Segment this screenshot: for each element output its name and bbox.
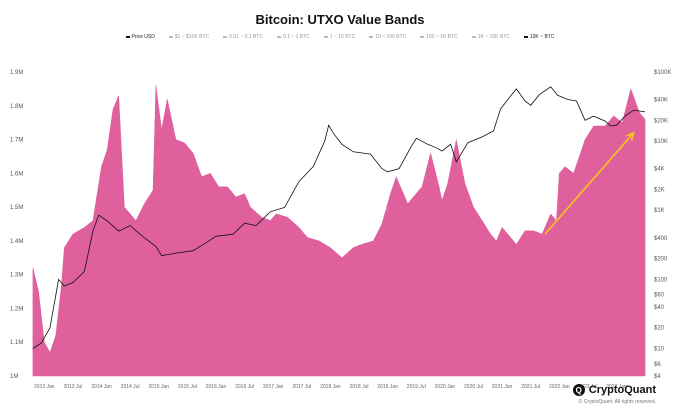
legend-item[interactable]: 100 ~ 1K BTC [420,34,458,40]
y-right-tick-label: $1K [654,208,665,214]
legend-swatch-icon [125,36,130,38]
y-right-tick-label: $2K [654,187,665,193]
legend-label: 0.1 ~ 1 BTC [282,34,310,40]
legend-label: 10K ~ BTC [529,34,555,40]
y-left-tick-label: 1.6M [10,171,23,177]
x-tick-label: 2022 Jan [549,384,570,390]
y-right-tick-label: $200 [654,257,668,263]
legend-swatch-icon [223,36,228,38]
annotation-arrow-shaft [544,132,635,235]
x-tick-label: 2017 Jan [263,384,284,390]
x-tick-label: 2018 Jan [320,384,341,390]
legend-label: Price USD [131,34,155,40]
legend-label: $1 ~ $10K BTC [174,34,210,40]
x-tick-label: 2019 Jan [377,384,398,390]
y-right-tick-label: $4K [654,167,665,173]
y-right-tick-label: $10 [654,346,665,352]
x-tick-label: 2023 Jan [606,384,627,390]
legend-item[interactable]: Price USD [125,34,155,40]
legend-swatch-icon [523,36,528,38]
x-tick-label: 2016 Jul [235,384,254,390]
legend-swatch-icon [168,36,173,38]
x-tick-label: 2013 Jul [63,384,82,390]
x-tick-label: 2015 Jul [178,384,197,390]
y-left-tick-label: 1M [10,374,18,380]
legend-swatch-icon [323,36,328,38]
x-tick-label: 2021 Jan [492,384,513,390]
legend-label: 0.01 ~ 0.1 BTC [229,34,263,40]
y-left-tick-label: 1.3M [10,273,23,279]
legend-item[interactable]: $1 ~ $10K BTC [168,34,210,40]
watermark-text: CryptoQuant [290,198,388,215]
x-tick-label: 2018 Jul [350,384,369,390]
y-left-tick-label: 1.1M [10,340,23,346]
annotation-arrow-head [626,131,635,141]
brand-name: CryptoQuant [588,384,656,396]
legend-item[interactable]: 10K ~ BTC [523,34,555,40]
legend-swatch-icon [276,36,281,38]
x-tick-label: 2015 Jan [148,384,169,390]
x-tick-label: 2013 Jan [34,384,55,390]
y-left-tick-label: 1.5M [10,205,23,211]
x-tick-label: 2022 Jul [578,384,597,390]
y-right-tick-label: $100K [654,70,671,76]
y-right-tick-label: $20K [654,118,668,124]
x-tick-label: 2020 Jul [464,384,483,390]
y-left-tick-label: 1.9M [10,70,23,76]
cryptoquant-icon: Q [572,384,585,396]
series-area-10k-btc [32,85,646,377]
legend-item[interactable]: 1 ~ 10 BTC [323,34,356,40]
legend-swatch-icon [471,36,476,38]
y-right-tick-label: $40 [654,305,665,311]
x-tick-label: 2014 Jan [91,384,112,390]
brand-logo: Q CryptoQuant [572,384,656,396]
legend-label: 1K ~ 10K BTC [477,34,510,40]
y-right-tick-label: $40K [654,98,668,104]
legend-item[interactable]: 1K ~ 10K BTC [471,34,510,40]
legend-swatch-icon [420,36,425,38]
legend-item[interactable]: 0.01 ~ 0.1 BTC [223,34,263,40]
chart-legend: Price USD $1 ~ $10K BTC 0.01 ~ 0.1 BTC 0.1 … [0,34,680,40]
x-tick-label: 2019 Jul [407,384,426,390]
y-right-tick-label: $6 [654,362,661,368]
legend-item[interactable]: 10 ~ 100 BTC [369,34,406,40]
x-tick-label: 2021 Jul [521,384,540,390]
y-right-tick-label: $20 [654,326,665,332]
y-left-tick-label: 1.2M [10,306,23,312]
x-tick-label: 2020 Jan [435,384,456,390]
y-left-tick-label: 1.7M [10,138,23,144]
series-line-price-usd [32,86,646,349]
legend-item[interactable]: 0.1 ~ 1 BTC [276,34,310,40]
x-tick-label: 2014 Jul [121,384,140,390]
copyright-text: © CryptoQuant. All rights reserved. [578,399,656,405]
y-left-tick-label: 1.4M [10,239,23,245]
chart-title: Bitcoin: UTXO Value Bands [255,12,425,27]
y-right-tick-label: $10K [654,139,668,145]
legend-swatch-icon [369,36,374,38]
x-tick-label: 2017 Jul [292,384,311,390]
y-right-tick-label: $4 [654,374,661,380]
y-right-tick-label: $60 [654,293,665,299]
legend-label: 1 ~ 10 BTC [329,34,356,40]
legend-label: 100 ~ 1K BTC [426,34,458,40]
x-tick-label: 2016 Jan [206,384,227,390]
y-left-tick-label: 1.8M [10,104,23,110]
y-right-tick-label: $100 [654,277,668,283]
y-right-tick-label: $400 [654,236,668,242]
legend-label: 10 ~ 100 BTC [375,34,407,40]
